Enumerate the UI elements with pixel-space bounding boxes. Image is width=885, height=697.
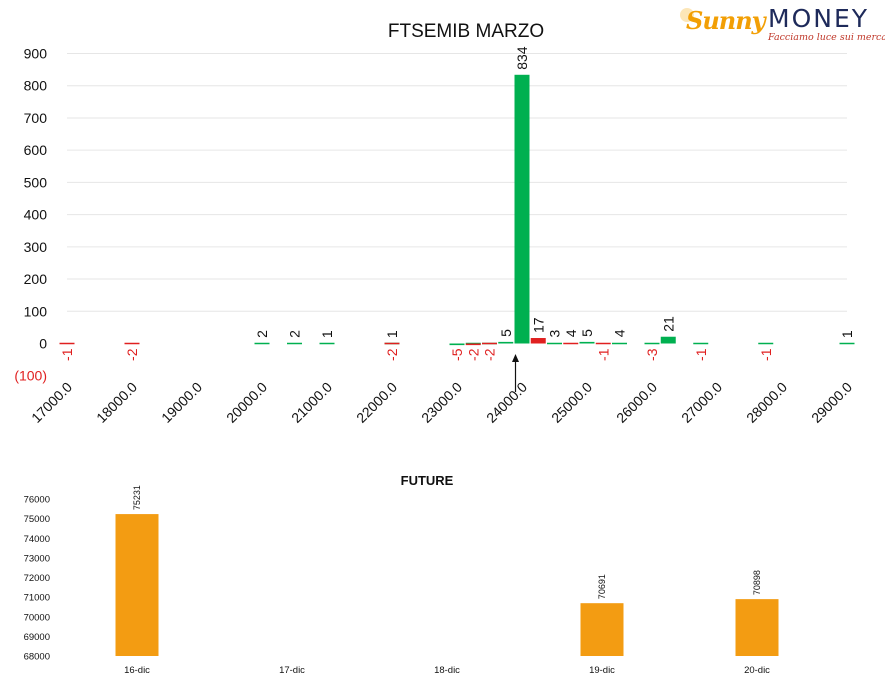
bar	[254, 342, 270, 345]
future-value-label: 70898	[752, 570, 762, 595]
x-tick-label: 27000.0	[678, 379, 725, 426]
x-tick-label: 28000.0	[743, 379, 790, 426]
data-label: 3	[547, 330, 563, 338]
future-bar	[580, 603, 624, 656]
bar	[644, 342, 660, 345]
data-label: 834	[514, 46, 530, 70]
bar	[287, 342, 302, 345]
y-tick-label: 300	[24, 239, 48, 255]
bar	[498, 341, 514, 344]
future-y-tick-label: 76000	[24, 495, 50, 506]
future-bar	[735, 599, 779, 656]
data-label: 2	[254, 330, 270, 338]
y-tick-label: 800	[24, 78, 48, 94]
data-label: 4	[612, 329, 628, 337]
future-value-label: 70691	[597, 574, 607, 599]
data-label: -2	[465, 348, 481, 361]
bar	[384, 342, 400, 345]
bar	[579, 341, 595, 344]
data-label: -1	[59, 348, 75, 361]
bar	[514, 74, 530, 344]
x-tick-label: 21000.0	[288, 379, 335, 426]
bar	[59, 342, 75, 345]
data-label: -2	[482, 348, 498, 361]
data-label: 4	[563, 329, 579, 337]
future-bar	[115, 514, 159, 656]
bar	[563, 342, 579, 345]
logo-tagline: Facciamo luce sui mercati	[768, 32, 885, 43]
bar	[612, 342, 627, 345]
future-x-tick-label: 19-dic	[589, 665, 615, 676]
future-value-label: 75231	[132, 485, 142, 510]
y-tick-label: 500	[24, 174, 48, 190]
future-y-tick-label: 72000	[24, 573, 50, 584]
data-label: 5	[579, 329, 595, 337]
y-tick-label: 600	[24, 142, 48, 158]
future-x-tick-label: 20-dic	[744, 665, 770, 676]
future-y-tick-label: 73000	[24, 553, 50, 564]
future-y-tick-label: 68000	[24, 652, 50, 663]
future-y-tick-label: 70000	[24, 612, 50, 623]
future-y-tick-label: 74000	[24, 534, 50, 545]
data-label: 17	[530, 317, 546, 333]
data-label: 1	[384, 330, 400, 338]
bar	[839, 342, 855, 345]
future-y-tick-label: 75000	[24, 514, 50, 525]
bar	[482, 342, 497, 345]
future-x-tick-label: 18-dic	[434, 665, 460, 676]
logo-brand-second: MONEY	[768, 4, 870, 33]
x-tick-label: 24000.0	[483, 379, 530, 426]
data-label: -3	[644, 348, 660, 361]
data-label: -2	[384, 348, 400, 361]
sunny-money-logo: Sunny MONEY Facciamo luce sui mercati	[680, 4, 885, 44]
bar	[595, 342, 611, 345]
data-label: -1	[758, 348, 774, 361]
future-y-tick-label: 69000	[24, 632, 50, 643]
future-title: FUTURE	[401, 473, 454, 488]
x-tick-label: 29000.0	[808, 379, 855, 426]
data-label: 1	[319, 330, 335, 338]
bar	[660, 336, 676, 344]
data-label: -5	[449, 348, 465, 361]
future-x-tick-label: 17-dic	[279, 665, 305, 676]
bar	[449, 343, 465, 346]
data-label: 21	[660, 316, 676, 332]
y-tick-label: 900	[24, 46, 48, 62]
bar	[465, 343, 481, 346]
chart-title: FTSEMIB MARZO	[388, 21, 544, 42]
data-label: 1	[839, 330, 855, 338]
x-tick-label: 25000.0	[548, 379, 595, 426]
x-tick-label: 19000.0	[158, 379, 205, 426]
x-tick-label: 22000.0	[353, 379, 400, 426]
bar	[319, 342, 335, 345]
options-chart: FTSEMIB MARZO (100) 0 100 200 300 400 500 600 700…	[14, 21, 855, 426]
x-tick-label: 18000.0	[93, 379, 140, 426]
bar	[758, 342, 774, 345]
y-tick-label: (100)	[14, 368, 47, 384]
bar	[124, 342, 140, 345]
x-tick-label: 20000.0	[223, 379, 270, 426]
sun-icon	[680, 8, 694, 22]
bar	[693, 342, 709, 345]
bar	[547, 342, 562, 345]
data-label: 5	[498, 329, 514, 337]
x-tick-label: 17000.0	[28, 379, 75, 426]
future-x-tick-label: 16-dic	[124, 665, 150, 676]
data-label: -2	[124, 348, 140, 361]
future-chart: FUTURE 68000 69000 70000 71000 72000 73000 7400…	[24, 473, 779, 676]
y-tick-label: 0	[39, 336, 47, 352]
logo-brand-first: Sunny	[686, 6, 766, 35]
price-arrow-head	[512, 354, 519, 362]
x-tick-label: 26000.0	[613, 379, 660, 426]
y-tick-label: 200	[24, 271, 48, 287]
y-tick-label: 700	[24, 110, 48, 126]
x-tick-label: 23000.0	[418, 379, 465, 426]
future-y-tick-label: 71000	[24, 593, 50, 604]
data-label: -1	[693, 348, 709, 361]
data-label: -1	[595, 348, 611, 361]
y-tick-label: 100	[24, 303, 48, 319]
bar	[530, 338, 546, 344]
data-label: 2	[287, 330, 303, 338]
y-tick-label: 400	[24, 207, 48, 223]
